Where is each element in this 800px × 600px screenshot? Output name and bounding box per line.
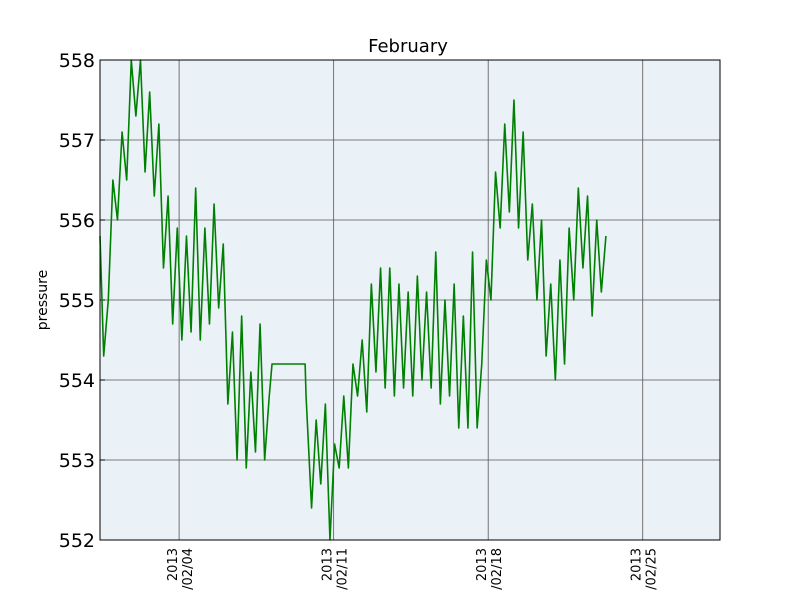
chart-title: February: [368, 36, 448, 57]
x-tick-label: 2013/02/25: [630, 548, 660, 590]
y-axis-label: pressure: [35, 270, 51, 330]
y-tick-label: 553: [59, 450, 95, 472]
y-tick-label: 555: [59, 290, 95, 312]
y-tick-label: 554: [59, 370, 95, 392]
plot-frame: [99, 59, 721, 541]
x-tick-label: 2013/02/18: [475, 548, 505, 590]
x-ticks: 2013/02/04 2013/02/11 2013/02/18 2013/02/25: [166, 548, 660, 590]
pressure-line: [99, 59, 607, 541]
y-tick-label: 552: [59, 530, 95, 552]
y-tick-label: 557: [59, 130, 95, 152]
x-tick-label: 2013/02/11: [321, 548, 351, 590]
y-ticks: 552 553 554 555 556 557 558: [59, 50, 105, 552]
x-tick-label: 2013/02/04: [166, 548, 196, 590]
y-tick-label: 558: [59, 50, 95, 72]
y-tick-label: 556: [59, 210, 95, 232]
